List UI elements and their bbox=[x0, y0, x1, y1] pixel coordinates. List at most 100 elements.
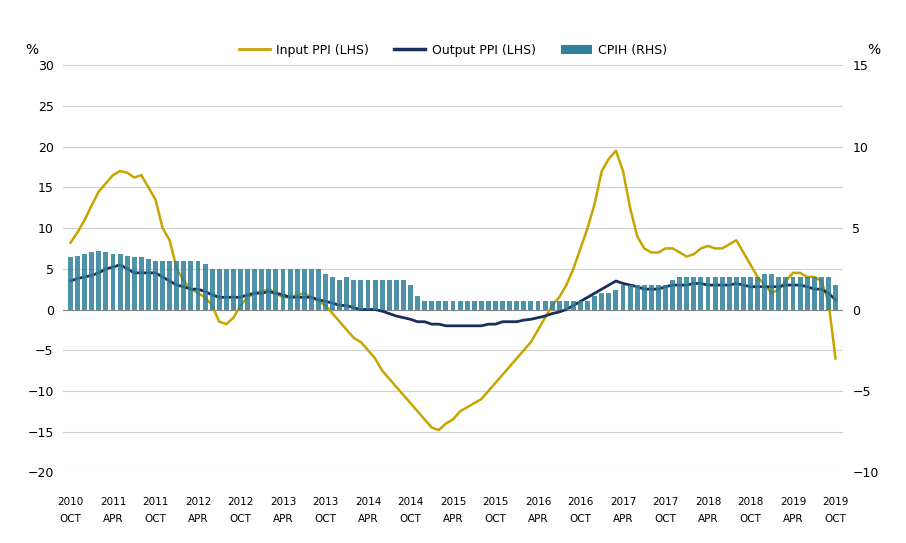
Bar bbox=[281, 269, 285, 310]
Bar bbox=[103, 252, 109, 310]
Bar bbox=[699, 277, 703, 310]
Bar bbox=[196, 261, 200, 310]
Bar bbox=[209, 269, 215, 310]
Line: Output PPI (LHS): Output PPI (LHS) bbox=[71, 264, 835, 326]
Bar bbox=[188, 261, 193, 310]
Input PPI (LHS) bbox=[65, 239, 76, 246]
Y-axis label: %: % bbox=[867, 43, 881, 57]
Text: 2013: 2013 bbox=[313, 497, 339, 507]
Bar bbox=[287, 269, 293, 310]
Bar bbox=[776, 277, 781, 310]
Bar bbox=[628, 285, 632, 310]
Bar bbox=[691, 277, 697, 310]
Bar bbox=[578, 301, 583, 310]
Bar bbox=[550, 301, 554, 310]
Text: APR: APR bbox=[698, 514, 718, 524]
Output PPI (LHS) bbox=[440, 323, 451, 329]
Bar bbox=[486, 301, 491, 310]
Input PPI (LHS) bbox=[320, 302, 331, 308]
Text: OCT: OCT bbox=[654, 514, 677, 524]
Bar bbox=[543, 301, 547, 310]
Text: 2011: 2011 bbox=[142, 497, 169, 507]
Bar bbox=[500, 301, 505, 310]
Bar bbox=[90, 252, 94, 310]
Bar bbox=[231, 269, 236, 310]
Text: 2013: 2013 bbox=[270, 497, 296, 507]
Bar bbox=[168, 261, 172, 310]
Bar bbox=[401, 280, 406, 310]
Bar bbox=[593, 296, 597, 310]
Bar bbox=[82, 254, 87, 310]
Bar bbox=[246, 269, 250, 310]
Line: Input PPI (LHS): Input PPI (LHS) bbox=[71, 150, 835, 430]
Bar bbox=[528, 301, 534, 310]
Bar bbox=[521, 301, 526, 310]
Text: 2019: 2019 bbox=[823, 497, 849, 507]
Bar bbox=[111, 254, 115, 310]
Bar bbox=[174, 261, 179, 310]
Bar bbox=[372, 280, 378, 310]
Bar bbox=[458, 301, 463, 310]
Bar bbox=[649, 285, 654, 310]
Output PPI (LHS) bbox=[327, 300, 338, 306]
Text: APR: APR bbox=[273, 514, 294, 524]
Bar bbox=[160, 261, 165, 310]
Text: 2018: 2018 bbox=[737, 497, 764, 507]
Bar bbox=[302, 269, 307, 310]
Bar bbox=[330, 277, 335, 310]
Bar bbox=[422, 301, 427, 310]
Bar bbox=[181, 261, 187, 310]
Output PPI (LHS) bbox=[284, 294, 295, 301]
Input PPI (LHS) bbox=[830, 355, 841, 362]
Text: 2010: 2010 bbox=[57, 497, 83, 507]
Input PPI (LHS) bbox=[277, 294, 288, 301]
Bar bbox=[443, 301, 448, 310]
Text: APR: APR bbox=[102, 514, 123, 524]
Bar bbox=[337, 280, 342, 310]
Bar bbox=[153, 261, 158, 310]
Bar bbox=[352, 280, 356, 310]
Bar bbox=[75, 256, 80, 310]
Bar bbox=[791, 277, 795, 310]
Bar bbox=[408, 285, 413, 310]
Output PPI (LHS) bbox=[583, 294, 593, 301]
Text: 2016: 2016 bbox=[525, 497, 551, 507]
Bar bbox=[224, 269, 229, 310]
Bar bbox=[564, 301, 569, 310]
Bar bbox=[719, 277, 725, 310]
Bar bbox=[394, 280, 399, 310]
Bar bbox=[146, 259, 151, 310]
Text: 2018: 2018 bbox=[695, 497, 721, 507]
Text: 2014: 2014 bbox=[355, 497, 381, 507]
Bar bbox=[613, 290, 619, 310]
Text: 2015: 2015 bbox=[439, 497, 467, 507]
Bar bbox=[238, 269, 243, 310]
Input PPI (LHS) bbox=[575, 245, 586, 252]
Text: APR: APR bbox=[612, 514, 633, 524]
Bar bbox=[571, 301, 576, 310]
Bar bbox=[833, 285, 838, 310]
Bar bbox=[387, 280, 391, 310]
Output PPI (LHS) bbox=[115, 261, 126, 268]
Bar bbox=[323, 274, 328, 310]
Bar bbox=[294, 269, 300, 310]
Text: APR: APR bbox=[783, 514, 804, 524]
Output PPI (LHS) bbox=[490, 321, 501, 327]
Bar bbox=[557, 301, 562, 310]
Bar bbox=[465, 301, 469, 310]
Bar bbox=[606, 293, 612, 310]
Bar bbox=[684, 277, 689, 310]
Text: APR: APR bbox=[443, 514, 463, 524]
Bar bbox=[706, 277, 710, 310]
Bar bbox=[599, 293, 604, 310]
Text: OCT: OCT bbox=[824, 514, 846, 524]
Bar bbox=[621, 285, 625, 310]
Text: 2017: 2017 bbox=[610, 497, 636, 507]
Bar bbox=[493, 301, 498, 310]
Bar bbox=[755, 277, 760, 310]
Output PPI (LHS) bbox=[497, 318, 508, 325]
Bar bbox=[663, 285, 668, 310]
Bar bbox=[762, 274, 767, 310]
Bar bbox=[96, 251, 101, 310]
Text: 2011: 2011 bbox=[100, 497, 126, 507]
